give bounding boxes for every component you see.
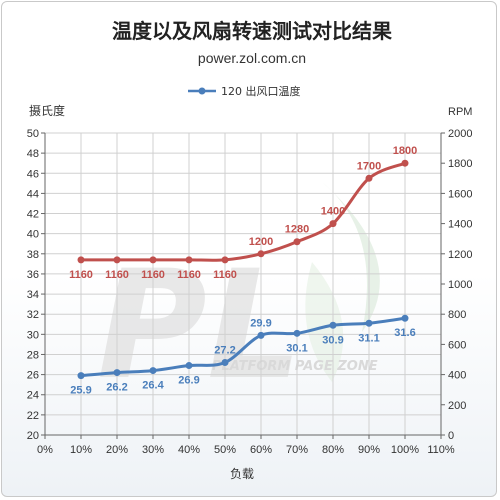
y-tick-label: 40 [27,229,39,241]
data-point [293,238,301,246]
data-label: 1280 [285,224,309,236]
data-point [293,329,301,337]
x-tick-label: 20% [106,444,128,456]
data-label: 31.6 [394,327,415,339]
data-label: 1800 [393,145,417,157]
data-point [113,256,121,264]
data-point [257,331,265,339]
y2-tick-label: 600 [448,339,466,351]
y2-tick-label: 1800 [448,158,472,170]
data-label: 1160 [141,269,165,281]
y-axis-label: 摄氏度 [29,103,65,118]
legend: 120 出风口温度 [188,84,301,98]
data-point [149,367,157,375]
data-label: 31.1 [358,332,379,344]
data-point [221,256,229,264]
y-tick-label: 42 [27,209,39,221]
plot-area: 20 22 24 26 28 30 32 34 36 38 40 42 44 46 48 50 0 200 400 6… [27,128,473,456]
data-point [77,256,85,264]
data-label: 30.9 [322,334,343,346]
data-point [401,159,409,167]
data-label: 1200 [249,236,273,248]
y-tick-label: 34 [27,289,39,301]
x-axis-label: 负载 [230,467,254,481]
x-tick-label: 40% [178,444,200,456]
legend-marker [198,87,206,95]
data-label: 1160 [69,269,93,281]
y-tick-label: 32 [27,309,39,321]
data-label: 1400 [321,206,345,218]
x-tick-label: 110% [427,444,455,456]
series-line-rpm [80,161,406,262]
watermark-leaf-icon [322,182,380,332]
data-point [77,372,85,380]
x-tick-label: 30% [142,444,164,456]
data-point [329,220,337,228]
y2-tick-label: 800 [448,309,466,321]
data-label: 1160 [177,269,201,281]
y2-tick-label: 200 [448,400,466,412]
y2-tick-label: 1200 [448,249,472,261]
chart-title: 温度以及风扇转速测试对比结果 [112,19,392,43]
y-tick-label: 26 [27,370,39,382]
data-label: 1160 [213,269,237,281]
data-label: 27.2 [214,345,235,357]
y2-tick-label: 1600 [448,188,472,200]
data-label: 1160 [105,269,129,281]
data-point [113,369,121,377]
series-line-temperature [80,316,406,378]
data-point [365,174,373,182]
watermark-letters: PL [97,239,303,413]
y-tick-label: 22 [27,410,39,422]
y2-tick-label: 2000 [448,128,472,140]
y-tick-label: 44 [27,188,39,200]
data-point [365,319,373,327]
y2-axis-label: RPM [448,106,472,118]
legend-label: 120 出风口温度 [221,84,301,98]
x-tick-label: 50% [214,444,236,456]
y-tick-label: 20 [27,430,39,442]
data-point [401,314,409,322]
data-label: 26.2 [106,382,127,394]
x-tick-label: 60% [250,444,272,456]
data-point [221,359,229,367]
data-point [185,256,193,264]
y-tick-label: 36 [27,269,39,281]
y2-tick-label: 1400 [448,219,472,231]
x-tick-label: 70% [286,444,308,456]
watermark-leaf-icon [305,262,344,382]
x-tick-label: 80% [322,444,344,456]
y2-tick-label: 1000 [448,279,472,291]
data-point [329,321,337,329]
chart-subtitle: power.zol.com.cn [198,50,306,66]
data-label: 26.9 [178,375,199,387]
data-point [149,256,157,264]
y-tick-label: 50 [27,128,39,140]
x-tick-label: 10% [70,444,92,456]
y-tick-label: 38 [27,249,39,261]
y-tick-label: 48 [27,148,39,160]
y2-tick-label: 0 [448,430,454,442]
x-tick-label: 90% [358,444,380,456]
y2-tick-label: 400 [448,370,466,382]
x-tick-label: 100% [391,444,419,456]
data-point [185,362,193,370]
y-tick-label: 46 [27,168,39,180]
y-tick-label: 24 [27,390,39,402]
y-tick-label: 28 [27,349,39,361]
data-label: 25.9 [70,385,91,397]
x-tick-label: 0% [37,444,53,456]
y-tick-label: 30 [27,329,39,341]
data-label: 29.9 [250,317,271,329]
data-point [257,250,265,258]
watermark-text: PLATFORM PAGE ZONE [212,359,378,374]
data-label: 1700 [357,160,381,172]
data-label: 26.4 [142,380,164,392]
data-label: 30.1 [286,342,307,354]
